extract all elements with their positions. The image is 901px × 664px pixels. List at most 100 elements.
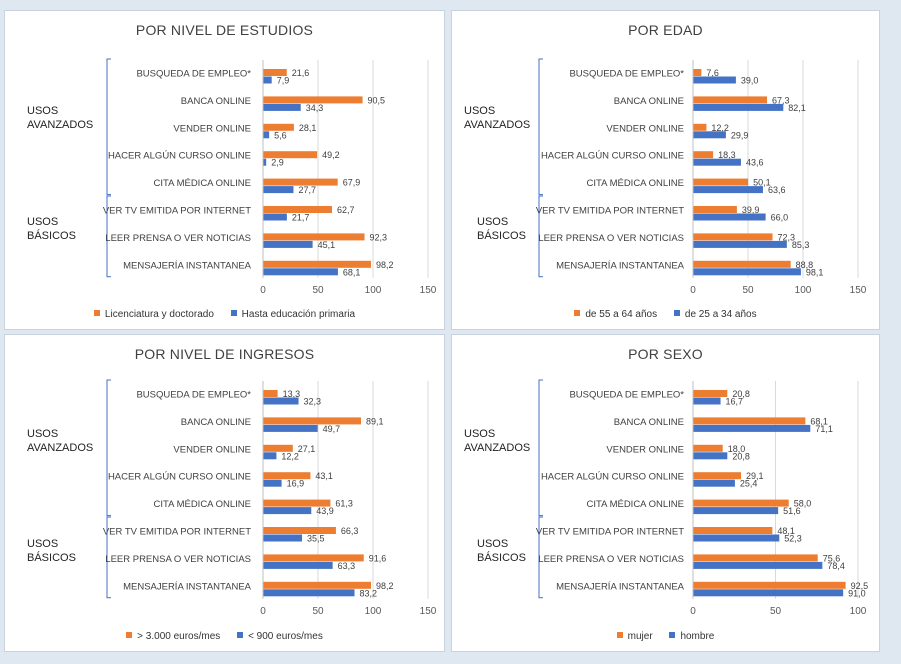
category-label: CITA MÉDICA ONLINE xyxy=(154,499,251,510)
bar-blue xyxy=(693,76,736,84)
x-tick-label: 50 xyxy=(312,285,324,296)
bar-orange xyxy=(693,178,749,186)
data-label: 12,2 xyxy=(711,123,729,133)
bar-blue xyxy=(263,479,282,487)
data-label: 27,1 xyxy=(298,444,316,454)
legend-swatch-blue xyxy=(230,310,237,316)
bar-blue xyxy=(263,268,338,276)
bar-orange xyxy=(263,444,293,452)
data-label: 7,9 xyxy=(277,76,290,86)
bar-blue xyxy=(693,213,766,221)
data-label: 52,3 xyxy=(784,534,802,544)
bar-orange xyxy=(263,123,294,131)
data-label: 68,1 xyxy=(810,416,828,426)
category-label: BUSQUEDA DE EMPLEO* xyxy=(136,69,251,80)
data-label: 18,3 xyxy=(718,150,736,160)
chart-panel-estudios: POR NIVEL DE ESTUDIOS USOS AVANZADOS USO… xyxy=(4,10,445,330)
group-bracket xyxy=(538,58,543,196)
legend-swatch-blue xyxy=(673,310,680,316)
legend-item: hombre xyxy=(669,631,714,642)
data-label: 78,4 xyxy=(827,561,845,571)
category-label: MENSAJERÍA INSTANTANEA xyxy=(123,581,252,592)
data-label: 66,3 xyxy=(341,526,359,536)
legend-swatch-orange xyxy=(574,310,581,316)
group-bracket xyxy=(106,195,111,278)
bar-orange xyxy=(693,151,714,159)
chart-panel-edad: POR EDAD USOS AVANZADOS USOS BÁSICOS 0 50… xyxy=(451,10,880,330)
bar-orange xyxy=(263,390,278,397)
x-tick-label: 0 xyxy=(690,285,696,296)
legend-item: Hasta educación primaria xyxy=(230,309,355,320)
category-label: MENSAJERÍA INSTANTANEA xyxy=(556,260,685,271)
data-label: 98,2 xyxy=(376,581,394,591)
bar-orange xyxy=(263,581,372,589)
bar-blue xyxy=(693,158,741,166)
category-label: BUSQUEDA DE EMPLEO* xyxy=(569,390,684,401)
data-label: 83,2 xyxy=(360,588,378,598)
data-label: 58,0 xyxy=(794,499,812,509)
x-tick-label: 100 xyxy=(365,606,382,617)
data-label: 75,6 xyxy=(823,553,841,563)
category-label: BANCA ONLINE xyxy=(614,417,684,428)
bar-orange xyxy=(263,527,336,534)
data-label: 92,3 xyxy=(370,232,388,242)
category-label: VENDER ONLINE xyxy=(173,444,251,455)
bar-blue xyxy=(693,186,763,194)
bar-orange xyxy=(693,260,791,268)
bar-blue xyxy=(263,561,333,569)
bar-blue xyxy=(693,534,780,542)
bar-blue xyxy=(693,561,823,569)
data-label: 98,1 xyxy=(806,267,824,277)
data-label: 13,3 xyxy=(283,389,301,399)
category-label: MENSAJERÍA INSTANTANEA xyxy=(123,260,252,271)
x-tick-label: 0 xyxy=(260,606,266,617)
bar-orange xyxy=(693,472,742,480)
data-label: 39,9 xyxy=(742,205,760,215)
bar-orange xyxy=(263,151,318,159)
category-label: VENDER ONLINE xyxy=(606,123,684,134)
legend: de 55 a 64 años de 25 a 34 años xyxy=(452,309,879,320)
data-label: 66,0 xyxy=(771,213,789,223)
data-label: 85,3 xyxy=(792,240,810,250)
category-label: VER TV EMITIDA POR INTERNET xyxy=(536,527,684,538)
chart-panel-ingresos: POR NIVEL DE INGRESOS USOS AVANZADOS USO… xyxy=(4,334,445,652)
legend-item: Licenciatura y doctorado xyxy=(93,309,214,320)
category-label: MENSAJERÍA INSTANTANEA xyxy=(556,581,685,592)
x-tick-label: 50 xyxy=(312,606,324,617)
data-label: 63,3 xyxy=(338,561,356,571)
bar-orange xyxy=(693,417,806,425)
bar-blue xyxy=(263,186,294,194)
category-label: HACER ALGÚN CURSO ONLINE xyxy=(541,151,684,162)
bar-orange xyxy=(263,499,331,507)
group-label-basic: USOS BÁSICOS xyxy=(27,538,76,564)
legend-swatch-blue xyxy=(669,632,676,638)
data-label: 72,3 xyxy=(778,232,796,242)
bar-orange xyxy=(693,123,707,131)
group-label-basic: USOS BÁSICOS xyxy=(27,216,76,242)
x-tick-label: 100 xyxy=(850,606,867,617)
data-label: 98,2 xyxy=(376,260,394,270)
legend-swatch-orange xyxy=(93,310,100,316)
legend-item: mujer xyxy=(616,631,653,642)
x-tick-label: 0 xyxy=(260,285,266,296)
bar-blue xyxy=(263,103,301,111)
data-label: 27,7 xyxy=(298,185,316,195)
group-bracket xyxy=(538,379,543,517)
data-label: 5,6 xyxy=(274,130,287,140)
data-label: 67,9 xyxy=(343,178,361,188)
legend-label: mujer xyxy=(627,631,653,642)
category-label: CITA MÉDICA ONLINE xyxy=(587,499,684,510)
category-label: LEER PRENSA O VER NOTICIAS xyxy=(538,554,684,565)
bar-orange xyxy=(263,96,363,104)
bar-blue xyxy=(263,507,312,515)
legend: > 3.000 euros/mes < 900 euros/mes xyxy=(5,631,444,642)
bar-blue xyxy=(263,213,287,221)
category-label: CITA MÉDICA ONLINE xyxy=(154,178,251,189)
bar-blue xyxy=(693,424,811,432)
category-label: LEER PRENSA O VER NOTICIAS xyxy=(538,233,684,244)
legend-label: de 25 a 34 años xyxy=(684,309,757,320)
group-label-advanced: USOS AVANZADOS xyxy=(27,428,94,454)
data-label: 29,1 xyxy=(746,471,764,481)
chart-title: POR SEXO xyxy=(628,346,703,362)
